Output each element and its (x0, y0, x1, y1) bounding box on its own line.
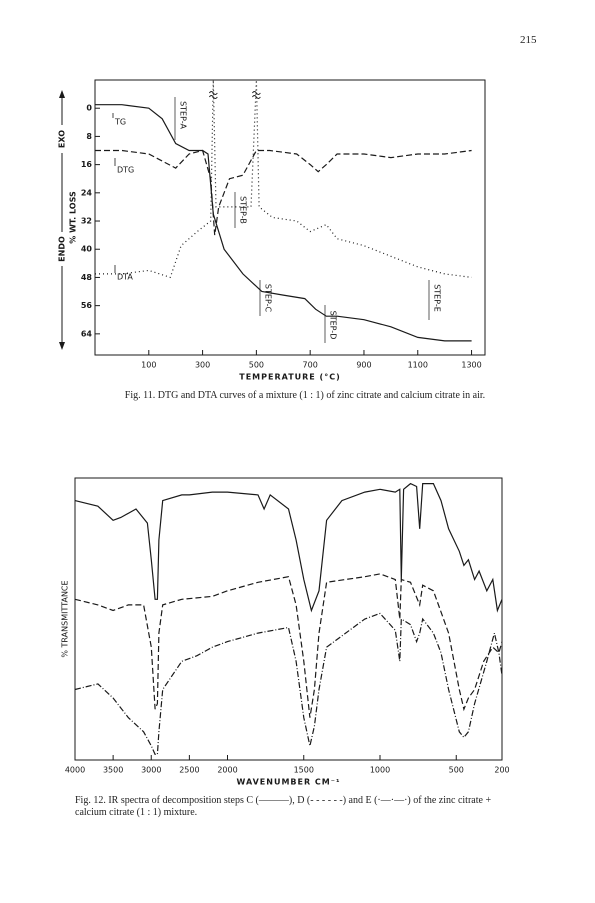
x-tick-label: 200 (494, 766, 509, 775)
x-tick-label: 300 (195, 361, 210, 370)
x-tick-label: 900 (356, 361, 371, 370)
curve (95, 149, 472, 236)
break-mark (208, 91, 218, 99)
step-label: STEP-E (433, 284, 442, 312)
x-tick-label: 2000 (217, 766, 237, 775)
y-axis-title: % WT. LOSS (69, 191, 78, 244)
x-tick-label: 100 (141, 361, 156, 370)
y-tick-label: 32 (81, 217, 92, 226)
page-number: 215 (520, 34, 537, 46)
step-label: STEP-C (264, 284, 273, 313)
caption: Fig. 11. DTG and DTA curves of a mixture… (124, 390, 486, 401)
x-tick-label: 2500 (179, 766, 199, 775)
x-tick-label: 3500 (103, 766, 123, 775)
y-tick-label: 16 (81, 160, 93, 169)
x-tick-label: 700 (303, 361, 318, 370)
y-tick-label: 24 (81, 188, 93, 197)
curve (74, 482, 503, 613)
arrow-head (59, 90, 65, 98)
arrow-head (59, 342, 65, 350)
y-axis-title: % TRANSMITTANCE (61, 580, 70, 657)
step-label: STEP-B (239, 196, 248, 224)
x-axis-title: TEMPERATURE (°C) (239, 373, 341, 382)
x-axis-title: WAVENUMBER CM⁻¹ (237, 778, 341, 787)
x-tick-label: 4000 (65, 766, 85, 775)
plot-frame (74, 477, 503, 761)
label-bg (56, 232, 68, 266)
y-tick-label: 56 (81, 301, 93, 310)
curve-label: TG (114, 118, 126, 127)
y-tick-label: 0 (86, 104, 92, 113)
curve (74, 573, 503, 718)
y-tick-label: 64 (81, 329, 93, 338)
curve (74, 612, 503, 755)
curve (95, 104, 472, 342)
y-tick-label: 48 (81, 273, 93, 282)
caption: Fig. 12. IR spectra of decomposition ste… (75, 795, 492, 818)
y-tick-label: 8 (86, 132, 92, 141)
x-tick-label: 1100 (408, 361, 428, 370)
x-tick-label: 3000 (141, 766, 161, 775)
x-tick-label: 500 (449, 766, 464, 775)
endo-label: ENDO (58, 236, 67, 262)
x-tick-label: 1300 (461, 361, 481, 370)
exo-label: EXO (58, 130, 67, 148)
x-tick-label: 500 (249, 361, 264, 370)
plot-frame (94, 79, 486, 356)
curve-label: DTA (117, 273, 133, 282)
x-tick-label: 1500 (294, 766, 314, 775)
break-mark (252, 91, 261, 99)
step-label: STEP-D (329, 311, 338, 340)
y-tick-label: 40 (81, 245, 93, 254)
label-bg (56, 125, 68, 153)
curve-label: DTG (117, 166, 134, 175)
step-label: STEP-A (179, 101, 188, 129)
x-tick-label: 1000 (370, 766, 390, 775)
